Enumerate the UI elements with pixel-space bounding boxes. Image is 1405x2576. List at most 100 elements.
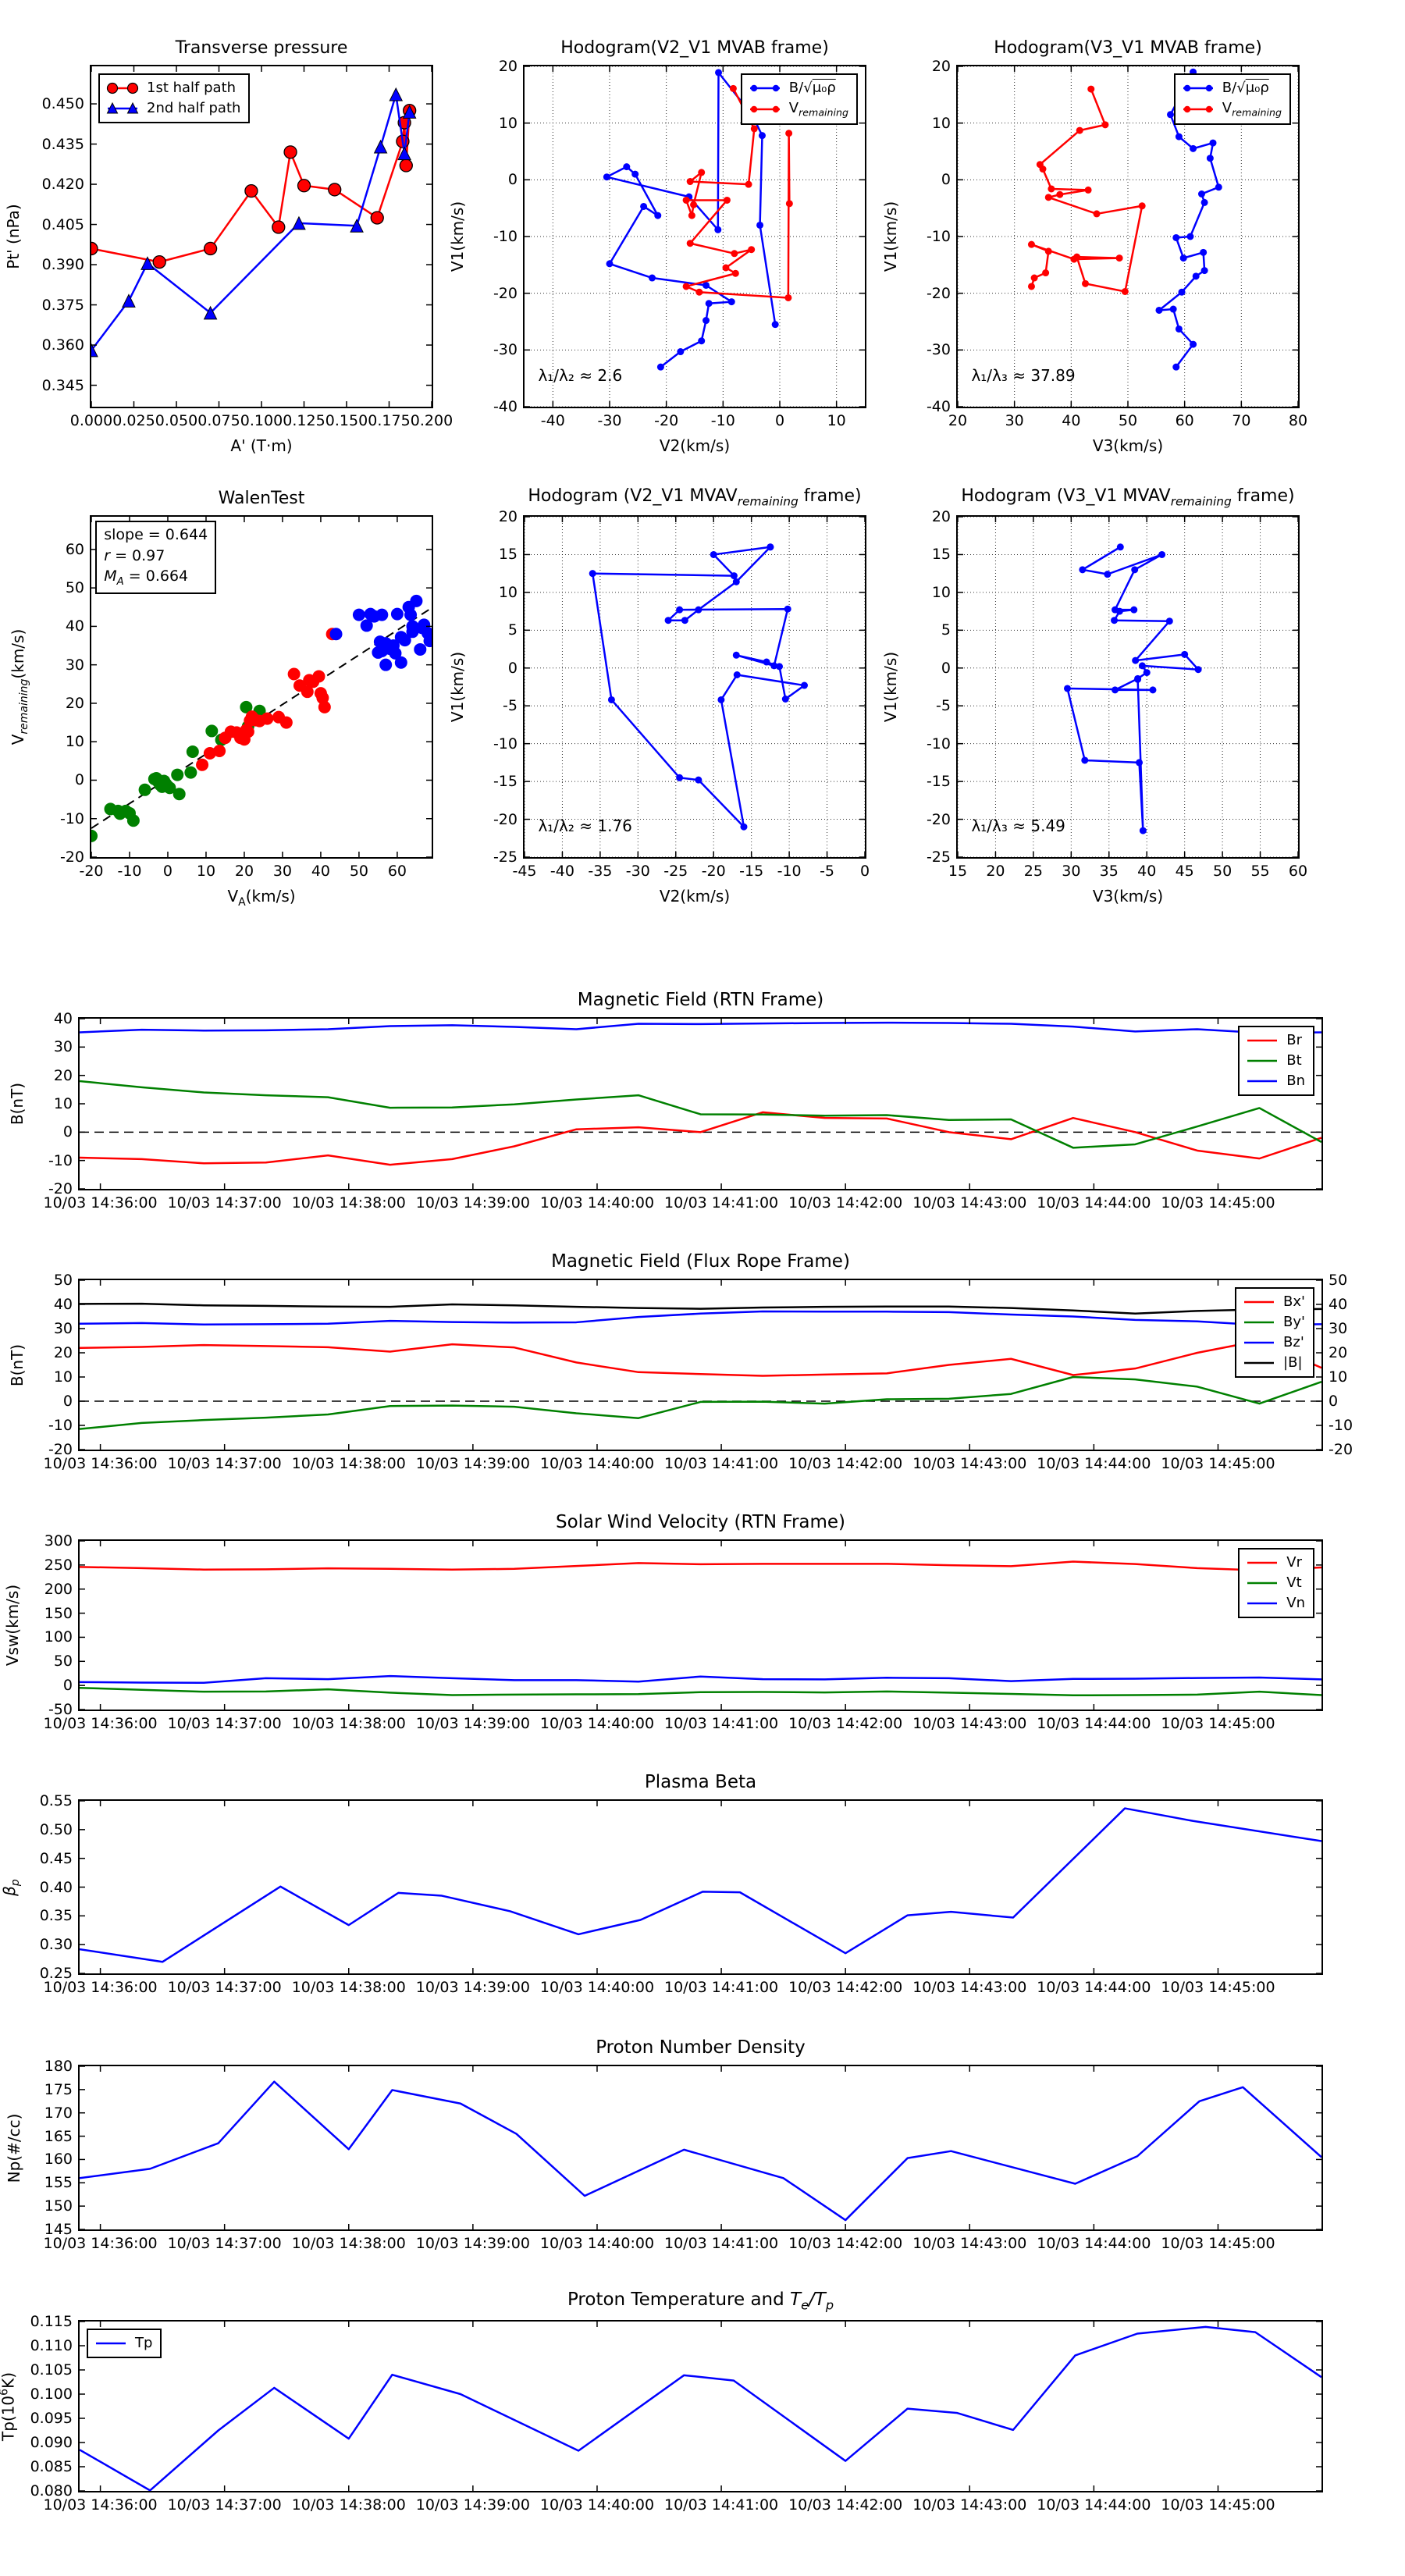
- y-axis-label: V1(km/s): [448, 651, 467, 723]
- legend-item: Vn: [1244, 1593, 1305, 1614]
- x-tick-label: 20: [986, 863, 1005, 880]
- chart-walen-test: WalenTest Vremaining(km/s) VA(km/s) -20-…: [9, 489, 433, 909]
- y-axis-label: B(nT): [8, 1082, 27, 1126]
- y-axis-label: Vsw(km/s): [3, 1584, 22, 1667]
- x-tick-label: 10/03 14:45:00: [1161, 2496, 1275, 2514]
- x-tick-label: 10/03 14:45:00: [1161, 2235, 1275, 2252]
- eigenvalue-ratio-annotation: λ₁/λ₃ ≈ 37.89: [971, 365, 1076, 385]
- x-tick-label: 0: [859, 863, 870, 880]
- legend: 1st half path 2nd half path: [98, 73, 251, 124]
- legend-label: Br: [1286, 1032, 1302, 1048]
- x-tick-label: 40: [1137, 863, 1157, 880]
- y-tick-label: -40: [926, 398, 951, 415]
- y-tick-label: 0.450: [41, 95, 84, 113]
- x-tick-label: 10/03 14:44:00: [1037, 1715, 1151, 1732]
- x-tick-label: 60: [387, 863, 407, 880]
- y-tick-label: 50: [65, 579, 84, 597]
- y-tick-label: 175: [44, 2080, 73, 2098]
- x-tick-label: 10/03 14:38:00: [291, 2235, 406, 2252]
- y-tick-label: 0: [62, 1123, 73, 1141]
- y-tick-label: -30: [493, 341, 518, 359]
- chart-hodogram-v3v1-mvav: Hodogram (V3_V1 MVAVremaining frame) V1(…: [881, 486, 1307, 906]
- x-tick-label: -20: [79, 863, 104, 880]
- chart-plasma-beta: Plasma Beta βp 10/03 14:36:00 10/03 14:37…: [0, 1772, 1323, 1996]
- y-axis-label: V1(km/s): [881, 201, 900, 272]
- x-tick-label: 10/03 14:39:00: [415, 1715, 530, 1732]
- y-tick-label: 155: [44, 2174, 73, 2192]
- legend-label: |B|: [1283, 1354, 1303, 1372]
- y-tick-label: 0: [74, 771, 84, 789]
- legend: Vr Vt Vn: [1238, 1548, 1314, 1619]
- chart-hodogram-v3v1-mvab: Hodogram(V3_V1 MVAB frame) V1(km/s) V3(k…: [881, 38, 1307, 455]
- x-tick-label: -20: [701, 863, 726, 880]
- x-tick-label: 0: [774, 412, 785, 429]
- y-tick-label: 30: [53, 1038, 73, 1056]
- plot-area: 15 20 25 30 35 40 45 50 55 60 -25 -20 -15 -10 -5 0 5 10 15…: [927, 508, 1307, 880]
- y-tick-label: 0.085: [30, 2458, 73, 2475]
- plot-area: 10/03 14:36:00 10/03 14:37:00 10/03 14:38:…: [43, 1010, 1323, 1212]
- y-axis-label: Tp(106K): [0, 2371, 18, 2441]
- x-axis-label: A' (T·m): [230, 436, 293, 455]
- x-tick-label: 55: [1250, 863, 1270, 880]
- y-tick-label: 10: [498, 583, 518, 601]
- y-tick-label: -25: [926, 849, 951, 866]
- y-tick-label: 10: [498, 114, 518, 132]
- y-tick-label: 0.390: [41, 256, 84, 274]
- legend-item: Bx': [1241, 1292, 1305, 1312]
- x-axis-label: V2(km/s): [659, 436, 731, 455]
- y-tick-label: 20: [498, 508, 518, 525]
- legend-sample-icon: [1247, 1059, 1278, 1062]
- x-tick-label: 80: [1288, 412, 1308, 429]
- y-tick-label: -20: [48, 1441, 73, 1458]
- x-tick-label: 10/03 14:45:00: [1161, 1194, 1275, 1212]
- x-tick-label: 10/03 14:37:00: [167, 2235, 282, 2252]
- x-tick-label: 10/03 14:40:00: [539, 1455, 655, 1472]
- x-tick-label: 10/03 14:44:00: [1037, 1979, 1151, 1996]
- x-tick-label: -40: [540, 412, 565, 429]
- x-tick-label: 0.175: [368, 412, 411, 429]
- legend-item: B/√μ₀ρ: [1180, 78, 1282, 98]
- y-tick-label: -15: [493, 773, 518, 791]
- x-tick-label: 10/03 14:40:00: [539, 1194, 655, 1212]
- x-tick-label: 10/03 14:37:00: [167, 2496, 282, 2514]
- x-tick-label: 30: [272, 863, 293, 880]
- x-tick-label: 50: [1213, 863, 1232, 880]
- y-tick-label: 150: [44, 1604, 73, 1622]
- y-tick-label-right: -20: [1329, 1441, 1353, 1458]
- y-axis-label: V1(km/s): [881, 651, 900, 723]
- y-tick-label: -15: [926, 773, 951, 791]
- y-tick-label: 0.375: [41, 296, 84, 314]
- plot-area: -40 -30 -20 -10 0 10 -40 -30 -20 -10 0 10 20 λ₁/λ₂ ≈ …: [493, 58, 866, 429]
- x-tick-label: 10/03 14:39:00: [415, 2235, 530, 2252]
- x-tick-label: 10/03 14:37:00: [167, 1455, 282, 1472]
- y-tick-label-right: 20: [1329, 1344, 1348, 1361]
- legend-item: |B|: [1241, 1353, 1305, 1373]
- x-tick-label: 10/03 14:38:00: [291, 2496, 406, 2514]
- y-tick-label: -10: [493, 228, 518, 245]
- x-tick-label: 10/03 14:45:00: [1161, 1455, 1275, 1472]
- x-tick-label: 0.050: [155, 412, 198, 429]
- legend-item: Vremaining: [747, 98, 848, 120]
- x-tick-label: 10/03 14:36:00: [43, 1979, 158, 1996]
- legend-label: Bt: [1286, 1052, 1302, 1069]
- y-tick-label: 10: [931, 583, 951, 601]
- y-tick-label: 30: [53, 1320, 73, 1337]
- legend-item: Bn: [1244, 1071, 1305, 1091]
- y-tick-label: 0.345: [41, 376, 84, 394]
- x-tick-label: 10/03 14:45:00: [1161, 1715, 1275, 1732]
- chart-hodogram-v2v1-mvav: Hodogram (V2_V1 MVAVremaining frame) V1(…: [448, 486, 870, 906]
- chart-magnetic-field-rtn: Magnetic Field (RTN Frame) B(nT) 10/03 1…: [8, 990, 1323, 1212]
- chart-transverse-pressure: Transverse pressure Pt' (nPa) A' (T·m) 0…: [4, 38, 453, 455]
- x-axis-label: V3(km/s): [1092, 436, 1164, 455]
- plot-area: -20 -10 0 10 20 30 40 50 60 -20 -10 0 10 20 30 40 50 60 sl…: [60, 515, 433, 880]
- x-tick-label: 0.200: [410, 412, 454, 429]
- y-tick-label: -10: [48, 1151, 73, 1169]
- x-tick-label: 10/03 14:39:00: [415, 1194, 530, 1212]
- plot-area: 10/03 14:36:00 10/03 14:37:00 10/03 14:38:…: [43, 1532, 1323, 1732]
- y-tick-label: 200: [44, 1580, 73, 1598]
- x-tick-label: 15: [948, 863, 968, 880]
- y-tick-label: 0: [941, 659, 951, 677]
- x-tick-label: -5: [820, 863, 835, 880]
- y-tick-label: 100: [44, 1628, 73, 1646]
- chart-title: Hodogram(V2_V1 MVAB frame): [560, 38, 829, 58]
